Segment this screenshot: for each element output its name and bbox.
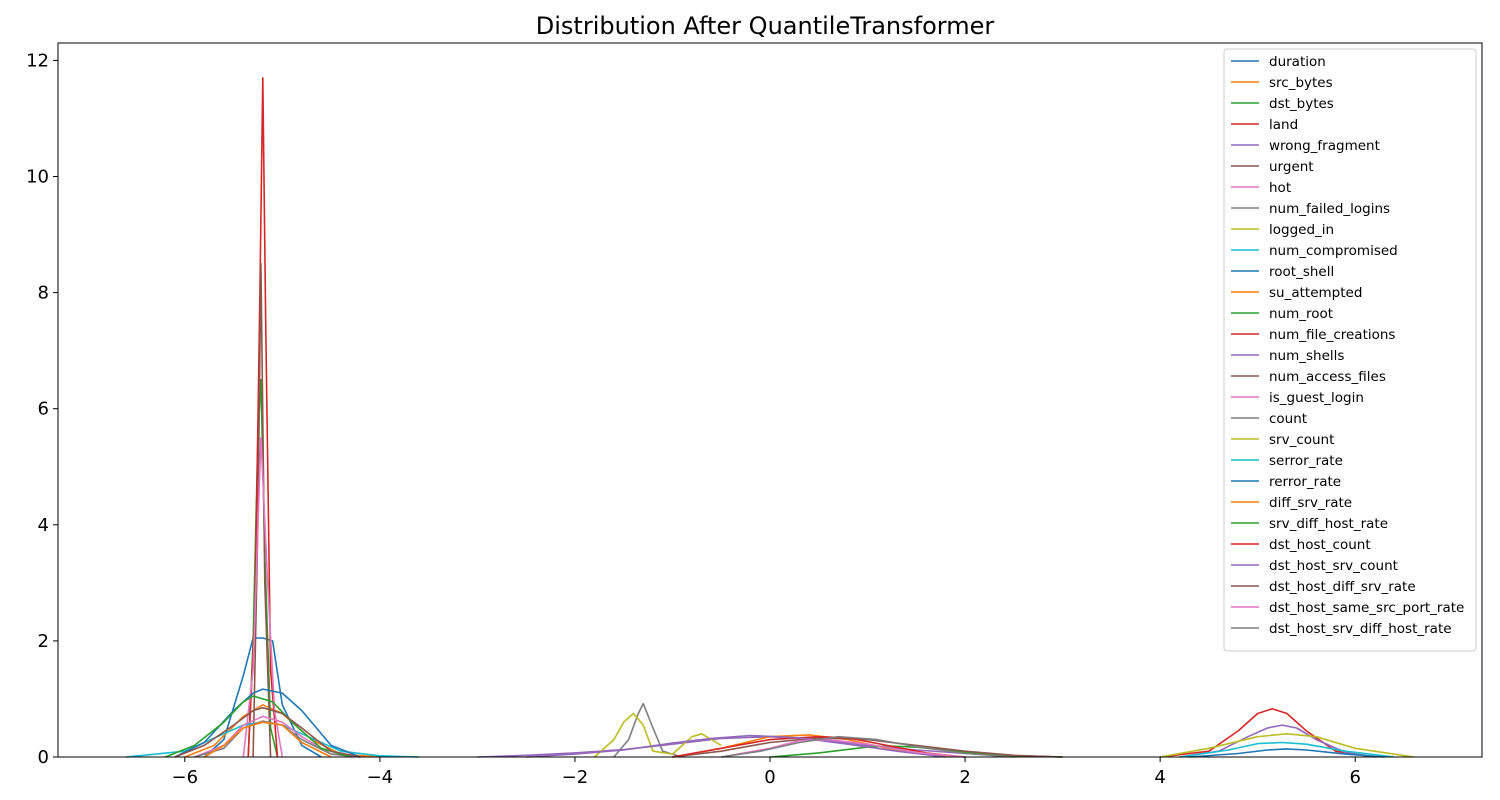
legend-label: dst_host_count bbox=[1269, 537, 1371, 553]
series-line-dst-host-srv-diff-host-rate bbox=[721, 735, 1014, 758]
x-tick-label: 4 bbox=[1154, 767, 1165, 788]
y-tick-label: 4 bbox=[38, 515, 49, 536]
legend-label: dst_host_srv_diff_host_rate bbox=[1269, 621, 1452, 637]
legend-label: num_shells bbox=[1269, 348, 1344, 364]
series-line-srv-diff-host-rate bbox=[165, 695, 351, 758]
x-tick-label: −4 bbox=[367, 767, 394, 788]
legend-label: su_attempted bbox=[1269, 285, 1362, 301]
y-axis: 0 2 4 6 8 10 12 bbox=[26, 50, 58, 768]
series-line-diff-srv-rate bbox=[203, 721, 332, 758]
legend-label: srv_count bbox=[1269, 432, 1334, 448]
legend-label: duration bbox=[1269, 54, 1326, 70]
legend-label: is_guest_login bbox=[1269, 390, 1364, 406]
series-line-rerror-rate bbox=[1189, 748, 1385, 758]
series-line-root-shell bbox=[174, 688, 361, 758]
legend-label: dst_host_diff_srv_rate bbox=[1269, 579, 1416, 595]
series-line-dst-host-diff-srv-rate bbox=[174, 706, 361, 758]
legend-label: num_failed_logins bbox=[1269, 201, 1390, 217]
x-axis: −6 −4 −2 0 2 4 6 bbox=[172, 757, 1361, 788]
chart-title: Distribution After QuantileTransformer bbox=[536, 12, 995, 40]
legend-label: logged_in bbox=[1269, 222, 1334, 238]
legend-label: urgent bbox=[1269, 159, 1314, 175]
legend-label: dst_bytes bbox=[1269, 96, 1334, 112]
series-line-num-shells bbox=[1179, 724, 1375, 758]
y-tick-label: 12 bbox=[26, 50, 49, 71]
series-line-serror-rate bbox=[1179, 741, 1395, 758]
series-line-urgent bbox=[252, 262, 272, 758]
series-line-hot bbox=[242, 436, 284, 758]
x-tick-label: −2 bbox=[562, 767, 589, 788]
y-tick-label: 2 bbox=[38, 631, 49, 652]
legend-label: rerror_rate bbox=[1269, 474, 1341, 490]
legend-label: dst_host_srv_count bbox=[1269, 558, 1398, 574]
plot-area bbox=[126, 77, 1414, 758]
series-line-logged-in bbox=[593, 712, 722, 758]
y-tick-label: 0 bbox=[38, 747, 49, 768]
legend-label: srv_diff_host_rate bbox=[1269, 516, 1388, 532]
legend-label: src_bytes bbox=[1269, 75, 1333, 91]
legend-label: num_compromised bbox=[1269, 243, 1398, 259]
legend-label: dst_host_same_src_port_rate bbox=[1269, 600, 1464, 616]
y-tick-label: 10 bbox=[26, 167, 49, 188]
x-tick-label: −6 bbox=[172, 767, 199, 788]
legend-label: diff_srv_rate bbox=[1269, 495, 1352, 511]
legend-label: num_root bbox=[1269, 306, 1333, 322]
legend-label: num_access_files bbox=[1269, 369, 1386, 385]
legend-label: root_shell bbox=[1269, 264, 1334, 280]
legend-label: count bbox=[1269, 411, 1307, 427]
legend-label: serror_rate bbox=[1269, 453, 1343, 469]
x-tick-label: 6 bbox=[1349, 767, 1360, 788]
legend-label: num_file_creations bbox=[1269, 327, 1395, 343]
x-tick-label: 0 bbox=[764, 767, 775, 788]
series-line-dst-host-srv-count bbox=[526, 734, 946, 758]
series-line-duration bbox=[203, 637, 322, 758]
y-tick-label: 8 bbox=[38, 283, 49, 304]
x-tick-label: 2 bbox=[959, 767, 970, 788]
legend-box bbox=[1223, 48, 1477, 652]
series-line-srv-count bbox=[1159, 732, 1414, 758]
legend-label: hot bbox=[1269, 180, 1291, 196]
legend-label: land bbox=[1269, 117, 1298, 133]
legend-label: wrong_fragment bbox=[1269, 138, 1380, 154]
y-tick-label: 6 bbox=[38, 399, 49, 420]
